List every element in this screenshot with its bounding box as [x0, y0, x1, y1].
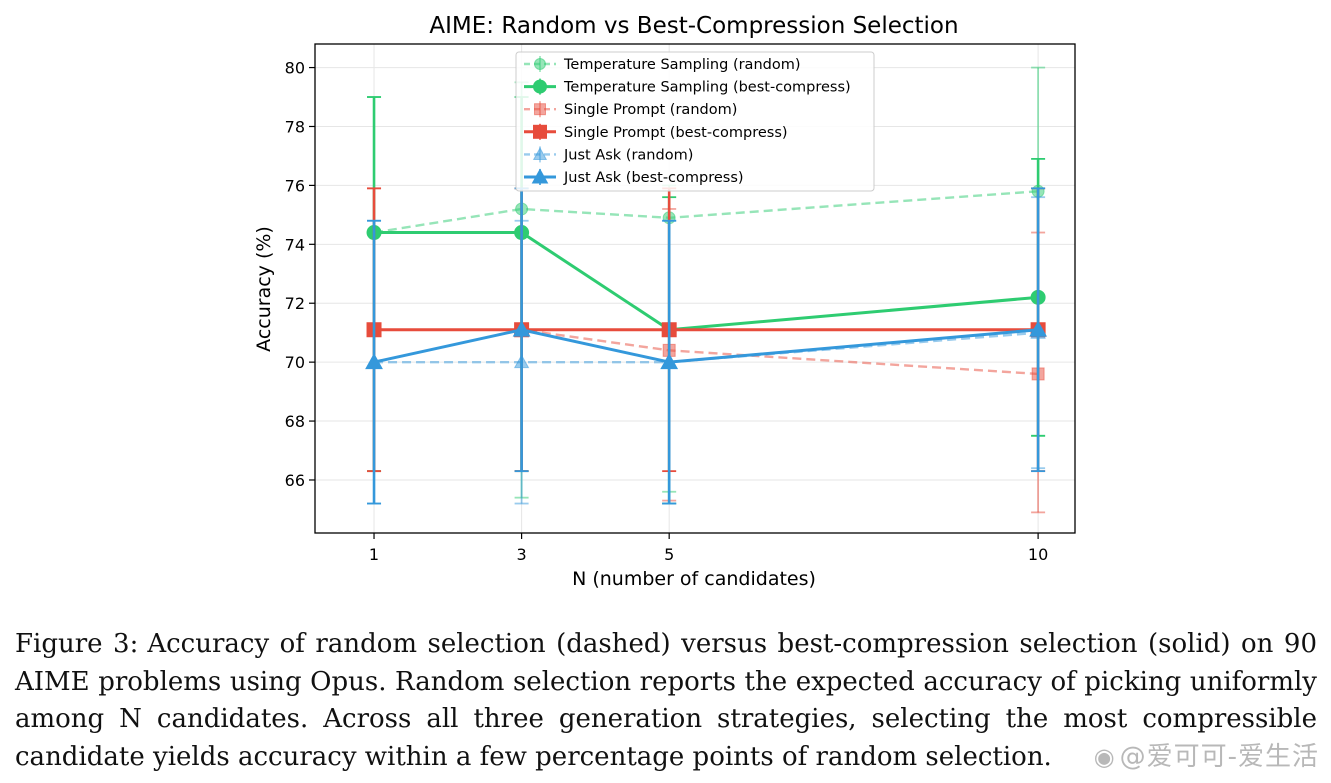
- chart: AIME: Random vs Best-Compression Selecti…: [253, 13, 1076, 590]
- series-2: [367, 187, 1046, 514]
- caption-text: Accuracy of random selection (dashed) ve…: [15, 629, 1317, 772]
- y-axis-label: Accuracy (%): [253, 226, 275, 352]
- y-tick-label: 70: [285, 353, 305, 372]
- series-3: [366, 187, 1046, 473]
- chart-title: AIME: Random vs Best-Compression Selecti…: [429, 13, 958, 39]
- x-tick-label: 3: [517, 545, 527, 564]
- x-tick-label: 5: [664, 545, 674, 564]
- legend: Temperature Sampling (random) Temperature…: [515, 51, 875, 192]
- y-tick-label: 78: [285, 117, 305, 136]
- x-tick-label: 1: [369, 545, 379, 564]
- legend-label: Temperature Sampling (random): [563, 57, 801, 73]
- data-point: [512, 320, 531, 337]
- figure-caption: Figure 3: Accuracy of random selection (d…: [15, 626, 1317, 776]
- series-4: [366, 196, 1046, 505]
- legend-marker: [534, 58, 546, 70]
- legend-label: Single Prompt (best-compress): [564, 125, 788, 141]
- legend-marker: [532, 147, 548, 160]
- legend-label: Single Prompt (random): [564, 102, 737, 118]
- series-line: [373, 328, 1039, 364]
- y-tick-label: 72: [285, 294, 305, 313]
- y-tick-label: 80: [285, 59, 305, 78]
- legend-marker: [533, 79, 547, 94]
- legend-marker: [531, 168, 549, 184]
- legend-label: Temperature Sampling (best-compress): [563, 80, 851, 96]
- series-line: [374, 328, 1039, 376]
- series-5: [365, 187, 1048, 505]
- plot-frame: [314, 43, 1076, 534]
- y-tick-label: 68: [285, 412, 305, 431]
- x-axis-label: N (number of candidates): [572, 568, 816, 590]
- data-point: [365, 353, 383, 370]
- series-line: [374, 231, 1039, 332]
- legend-marker: [533, 124, 547, 139]
- y-tick-label: 66: [285, 471, 305, 490]
- y-tick-label: 74: [285, 235, 305, 254]
- data-point: [660, 353, 679, 370]
- caption-label: Figure 3:: [15, 629, 139, 659]
- watermark: ◉ @爱可可-爱生活: [1094, 736, 1319, 773]
- weibo-icon: ◉: [1093, 743, 1116, 771]
- legend-label: Just Ask (best-compress): [563, 170, 744, 186]
- series-line: [373, 190, 1039, 234]
- data-point: [1029, 320, 1048, 337]
- y-tick-label: 76: [285, 176, 305, 195]
- legend-marker: [534, 103, 546, 116]
- watermark-text: @爱可可-爱生活: [1119, 742, 1319, 772]
- axes: 66 68 70 72 74 76 78 80 1 3 5 10: [285, 59, 1049, 564]
- legend-label: Just Ask (random): [563, 147, 693, 163]
- x-tick-label: 10: [1028, 545, 1048, 564]
- legend-box: [515, 51, 875, 192]
